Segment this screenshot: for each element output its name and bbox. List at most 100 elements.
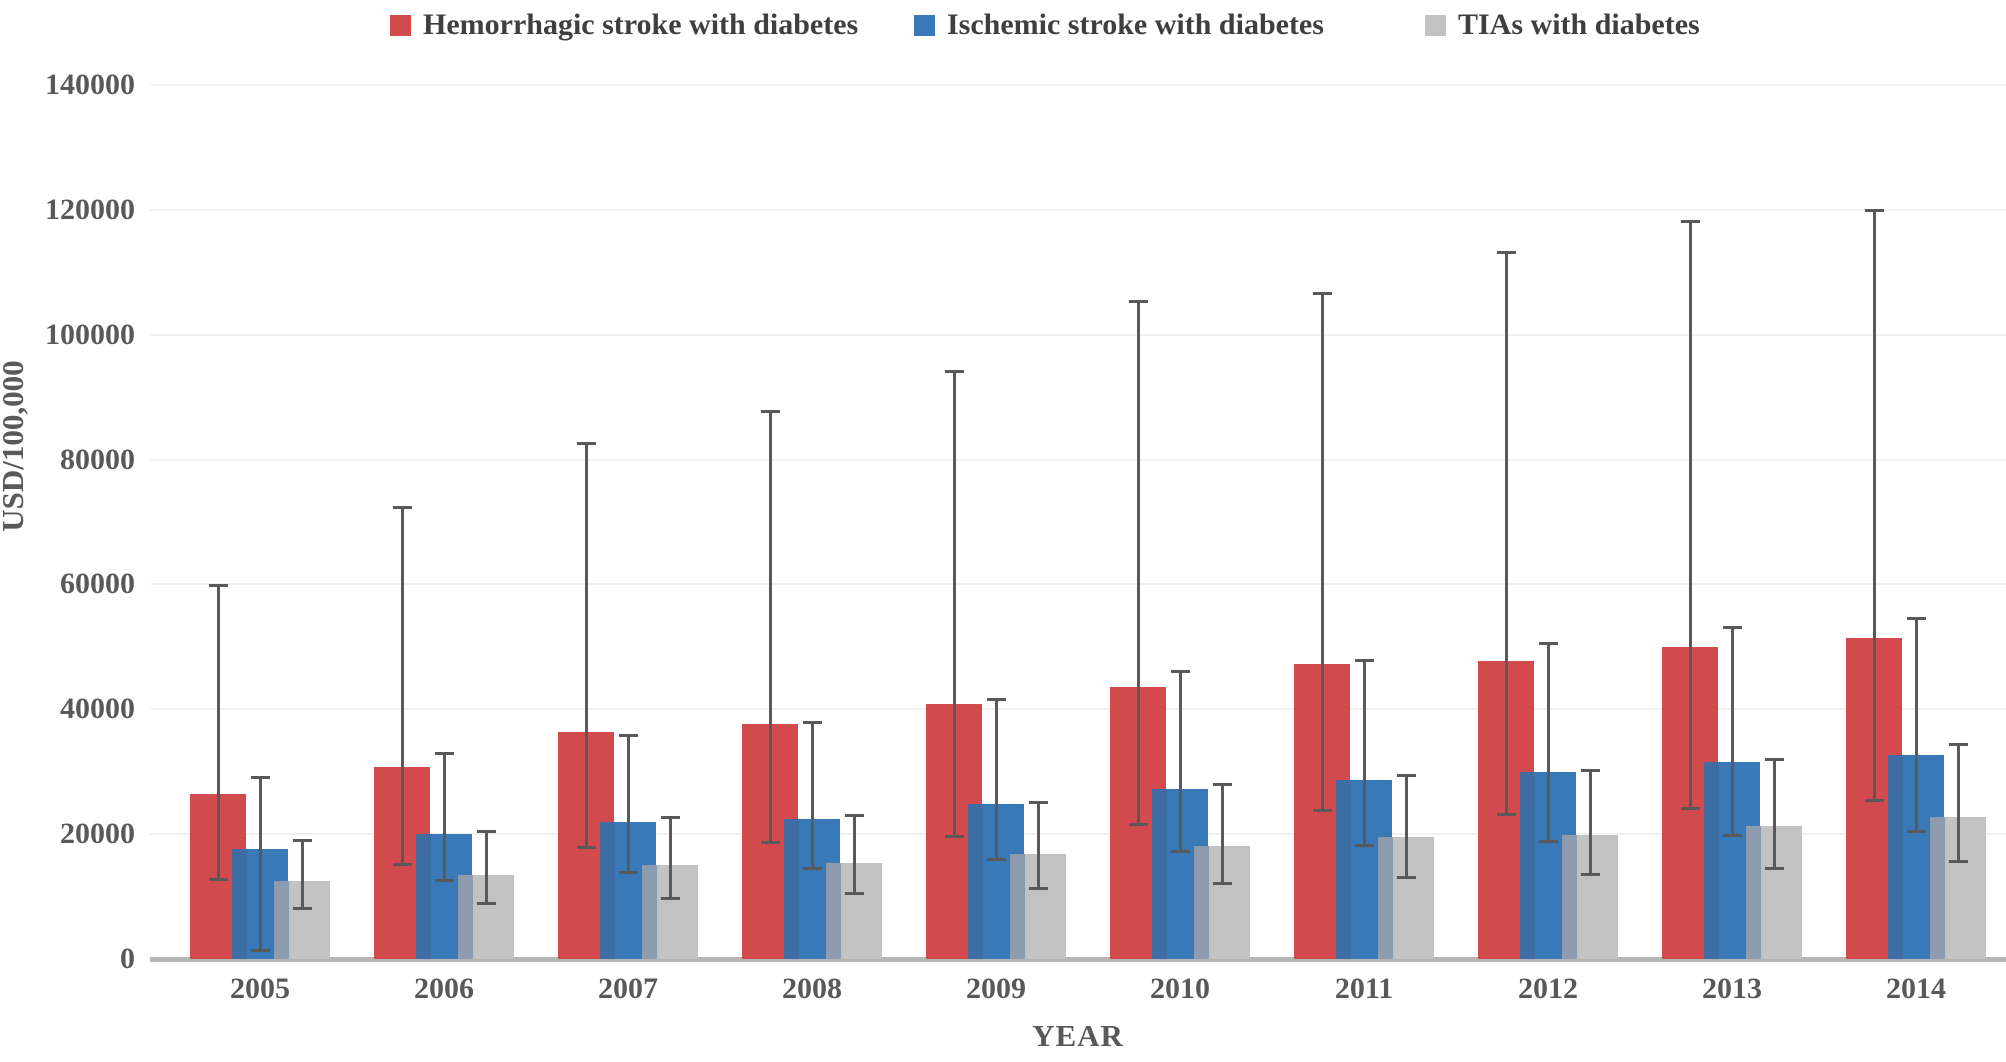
error-bar-tia-2014 — [1948, 743, 1968, 864]
error-bar-tia-2010 — [1212, 782, 1232, 886]
error-cap-top — [760, 410, 780, 414]
hemorrhagic-swatch-icon — [390, 14, 411, 36]
error-cap-bottom — [1864, 798, 1884, 802]
gridline-20000 — [150, 833, 2006, 836]
error-bar-hemorrhagic-2005 — [208, 584, 228, 881]
legend-item-hemorrhagic: Hemorrhagic stroke with diabetes — [390, 8, 858, 42]
error-cap-bottom — [844, 892, 864, 896]
error-bar-ischemic-2008 — [802, 721, 822, 871]
error-cap-top — [986, 698, 1006, 702]
error-cap-top — [1496, 251, 1516, 255]
error-cap-top — [1722, 625, 1742, 629]
x-tick-label-2007: 2007 — [598, 972, 658, 1005]
error-cap-bottom — [1906, 829, 1926, 833]
error-cap-top — [576, 442, 596, 446]
error-cap-top — [1028, 801, 1048, 805]
gridline-80000 — [150, 458, 2006, 461]
y-tick-label-140000: 140000 — [45, 68, 135, 101]
error-cap-top — [1538, 641, 1558, 645]
error-cap-bottom — [1764, 867, 1784, 871]
error-cap-top — [844, 814, 864, 818]
error-cap-bottom — [1538, 839, 1558, 843]
error-bar-ischemic-2007 — [618, 733, 638, 875]
error-cap-top — [1906, 616, 1926, 620]
x-tick-label-2014: 2014 — [1886, 972, 1946, 1005]
error-cap-bottom — [250, 949, 270, 953]
error-bar-ischemic-2012 — [1538, 641, 1558, 843]
error-cap-bottom — [944, 834, 964, 838]
error-bar-tia-2009 — [1028, 801, 1048, 890]
legend-item-ischemic: Ischemic stroke with diabetes — [914, 8, 1324, 42]
error-bar-hemorrhagic-2008 — [760, 410, 780, 845]
tia-swatch-icon — [1425, 14, 1446, 36]
error-bar-hemorrhagic-2006 — [392, 506, 412, 866]
legend-label-hemorrhagic: Hemorrhagic stroke with diabetes — [423, 8, 859, 41]
plot-area: 0 20000 40000 60000 80000 100000 120000 140000 — [45, 68, 2006, 975]
error-cap-top — [208, 584, 228, 588]
error-bar-tia-2006 — [476, 830, 496, 905]
error-cap-top — [618, 733, 638, 737]
y-tick-label-120000: 120000 — [45, 192, 135, 226]
error-bar-ischemic-2010 — [1170, 669, 1190, 853]
error-cap-bottom — [986, 858, 1006, 861]
error-cap-top — [476, 830, 496, 834]
x-tick-label-2010: 2010 — [1150, 972, 1210, 1005]
error-cap-top — [292, 838, 312, 842]
error-cap-top — [1170, 669, 1190, 673]
gridline-40000 — [150, 708, 2006, 711]
error-cap-top — [1764, 758, 1784, 761]
error-cap-top — [944, 370, 964, 374]
error-cap-top — [250, 776, 270, 780]
error-cap-top — [660, 816, 680, 820]
error-bar-tia-2013 — [1764, 758, 1784, 871]
x-tick-label-2005: 2005 — [230, 972, 290, 1005]
error-cap-top — [392, 506, 412, 510]
error-cap-bottom — [1496, 813, 1516, 817]
error-cap-bottom — [1212, 882, 1232, 886]
error-cap-top — [434, 751, 454, 755]
error-bar-hemorrhagic-2012 — [1496, 251, 1516, 817]
error-cap-bottom — [660, 896, 680, 900]
error-cap-bottom — [1170, 849, 1190, 853]
ischemic-swatch-icon — [914, 14, 935, 36]
error-bar-tia-2011 — [1396, 773, 1416, 880]
error-cap-bottom — [1312, 808, 1332, 812]
error-bar-hemorrhagic-2010 — [1128, 299, 1148, 827]
error-cap-bottom — [802, 867, 822, 871]
y-tick-label-20000: 20000 — [60, 817, 135, 851]
error-cap-top — [1680, 219, 1700, 223]
error-bar-hemorrhagic-2007 — [576, 442, 596, 850]
error-cap-bottom — [618, 871, 638, 875]
error-cap-top — [1580, 769, 1600, 773]
error-cap-bottom — [1580, 872, 1600, 876]
error-cap-bottom — [1128, 823, 1148, 827]
y-tick-label-0: 0 — [120, 942, 135, 975]
x-axis-title: YEAR — [1032, 1018, 1124, 1053]
legend-label-ischemic: Ischemic stroke with diabetes — [947, 8, 1324, 41]
error-bar-hemorrhagic-2013 — [1680, 219, 1700, 810]
error-cap-bottom — [208, 877, 228, 881]
error-bar-tia-2008 — [844, 814, 864, 896]
error-cap-bottom — [760, 841, 780, 845]
error-bar-ischemic-2005 — [250, 776, 270, 953]
error-cap-top — [1864, 209, 1884, 213]
error-cap-top — [1396, 773, 1416, 777]
error-bar-tia-2007 — [660, 816, 680, 900]
error-cap-top — [1128, 299, 1148, 303]
error-bar-hemorrhagic-2011 — [1312, 291, 1332, 812]
error-bar-ischemic-2011 — [1354, 659, 1374, 848]
y-tick-label-60000: 60000 — [60, 567, 135, 601]
x-tick-label-2009: 2009 — [966, 972, 1026, 1005]
error-cap-bottom — [1680, 806, 1700, 810]
gridline-100000 — [150, 333, 2006, 336]
x-tick-label-2008: 2008 — [782, 972, 842, 1005]
error-cap-bottom — [476, 901, 496, 905]
gridline-60000 — [150, 583, 2006, 586]
error-cap-bottom — [1722, 833, 1742, 837]
error-cap-top — [1354, 659, 1374, 663]
error-bar-hemorrhagic-2014 — [1864, 209, 1884, 802]
error-bar-ischemic-2006 — [434, 751, 454, 882]
error-cap-bottom — [434, 878, 454, 882]
error-cap-top — [802, 721, 822, 725]
